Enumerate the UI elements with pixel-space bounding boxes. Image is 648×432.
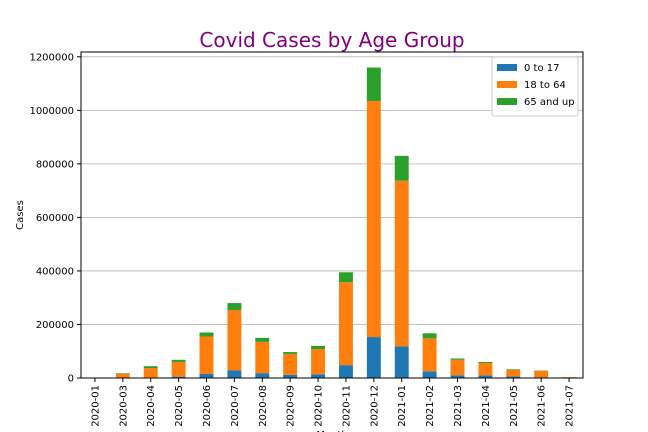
bar-segment — [450, 358, 465, 360]
bar-segment — [171, 359, 186, 362]
bar-segment — [450, 375, 465, 378]
y-tick-label: 400000 — [36, 266, 74, 277]
y-tick-label: 200000 — [36, 320, 74, 331]
bar-segment — [478, 375, 493, 378]
x-tick-label: 2021-04 — [481, 385, 492, 427]
x-tick-label: 2020-05 — [174, 385, 185, 427]
bar-segment — [422, 338, 437, 372]
bar-segment — [394, 180, 409, 347]
bar-segment — [199, 332, 214, 337]
plot-frame — [80, 51, 584, 379]
x-tick-label: 2021-03 — [453, 385, 464, 427]
y-tick-label: 0 — [68, 374, 74, 385]
chart-title: Covid Cases by Age Group — [199, 28, 464, 52]
bar-segment — [171, 376, 186, 378]
bar-segment — [283, 353, 298, 375]
legend-swatch — [497, 64, 517, 71]
bar-segment — [311, 349, 326, 375]
bar-segment — [534, 370, 549, 378]
x-tick-label: 2021-06 — [537, 385, 548, 427]
bar-segment — [311, 345, 326, 350]
bar-segment — [506, 376, 521, 378]
bar-segment — [255, 373, 270, 378]
bar-segment — [338, 365, 353, 378]
legend-label: 18 to 64 — [524, 80, 566, 91]
bar-segment — [143, 366, 158, 369]
bar-segment — [171, 361, 186, 377]
bar-segment — [506, 369, 521, 370]
bar-segment — [255, 337, 270, 342]
x-tick-label: 2020-07 — [230, 385, 241, 427]
x-tick-label: 2021-07 — [565, 385, 576, 427]
y-tick-label: 600000 — [36, 213, 74, 224]
x-tick-label: 2020-09 — [286, 385, 297, 427]
bar-segment — [199, 336, 214, 374]
bar-segment — [338, 272, 353, 283]
bar-segment — [115, 373, 130, 378]
bar-segment — [283, 374, 298, 378]
x-tick-label: 2020-12 — [369, 385, 380, 427]
bar-segment — [506, 369, 521, 377]
x-tick-label: 2020-11 — [341, 385, 352, 427]
bar-segment — [366, 100, 381, 338]
bar-segment — [366, 67, 381, 101]
bar-segment — [394, 155, 409, 181]
bar-segment — [283, 352, 298, 354]
bar-segment — [422, 333, 437, 339]
legend-label: 65 and up — [524, 97, 575, 108]
x-tick-label: 2020-08 — [258, 385, 269, 427]
bar-segment — [227, 370, 242, 378]
x-tick-label: 2021-02 — [425, 385, 436, 427]
bar-segment — [227, 303, 242, 311]
legend-swatch — [497, 81, 517, 88]
y-tick-label: 1200000 — [29, 52, 74, 63]
x-tick-label: 2020-10 — [314, 385, 325, 427]
bar-segment — [478, 361, 493, 364]
x-tick-label: 2020-06 — [202, 385, 213, 427]
legend-swatch — [497, 98, 517, 105]
bar-segment — [338, 282, 353, 366]
x-tick-label: 2021-01 — [397, 385, 408, 427]
y-tick-label: 800000 — [36, 159, 74, 170]
x-tick-label: 2020-04 — [146, 385, 157, 427]
x-tick-label: 2020-01 — [90, 385, 101, 427]
bar-segment — [422, 371, 437, 378]
bar-segment — [199, 373, 214, 378]
legend: 0 to 17 18 to 64 65 and up — [491, 56, 579, 117]
x-tick-label: 2021-05 — [509, 385, 520, 427]
bar-segment — [366, 337, 381, 378]
x-tick-label: 2020-03 — [118, 385, 129, 427]
bar-segment — [255, 341, 270, 374]
bar-segment — [115, 373, 130, 374]
bar-segment — [227, 310, 242, 371]
x-axis-label: Month — [316, 430, 347, 432]
bar-segment — [394, 346, 409, 378]
legend-label: 0 to 17 — [524, 63, 559, 74]
y-tick-label: 1000000 — [29, 106, 74, 117]
y-axis-label: Cases — [15, 200, 26, 230]
bar-segment — [478, 363, 493, 376]
bar-segment — [143, 368, 158, 378]
bar-segment — [311, 374, 326, 378]
bar-segment — [450, 359, 465, 376]
